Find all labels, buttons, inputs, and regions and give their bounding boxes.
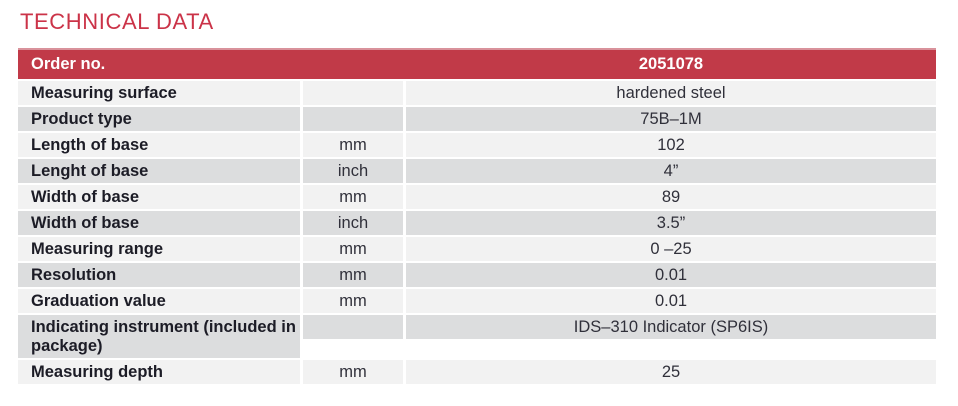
row-unit: mm: [303, 263, 403, 287]
technical-data-table: Order no. 2051078 Measuring surface hard…: [18, 48, 936, 384]
row-label: Graduation value: [18, 289, 300, 313]
row-value: 0 –25: [406, 237, 936, 261]
row-label: Lenght of base: [18, 159, 300, 183]
row-unit: [303, 315, 403, 339]
table-row: Resolution mm 0.01: [18, 263, 936, 287]
table-row: Graduation value mm 0.01: [18, 289, 936, 313]
row-unit: inch: [303, 211, 403, 235]
row-label: Length of base: [18, 133, 300, 157]
row-label: Product type: [18, 107, 300, 131]
row-unit: mm: [303, 185, 403, 209]
row-label: Resolution: [18, 263, 300, 287]
table-header-unit: [303, 50, 403, 74]
table-row: Width of base inch 3.5”: [18, 211, 936, 235]
row-value: 4”: [406, 159, 936, 183]
row-value: IDS–310 Indicator (SP6IS): [406, 315, 936, 339]
table-row: Measuring depth mm 25: [18, 360, 936, 384]
table-header-value: 2051078: [638, 55, 704, 73]
row-unit: mm: [303, 289, 403, 313]
row-value: 25: [406, 360, 936, 384]
page-title: TECHNICAL DATA: [20, 9, 214, 34]
row-label: Width of base: [18, 211, 300, 235]
row-label: Measuring depth: [18, 360, 300, 384]
row-value: 3.5”: [406, 211, 936, 235]
table-row: Product type 75B–1M: [18, 107, 936, 131]
table-header-row: Order no. 2051078: [18, 48, 936, 79]
table-row: Width of base mm 89: [18, 185, 936, 209]
row-value: 0.01: [406, 263, 936, 287]
row-unit: inch: [303, 159, 403, 183]
row-value: 89: [406, 185, 936, 209]
row-value: 0.01: [406, 289, 936, 313]
row-unit: mm: [303, 237, 403, 261]
table-row: Length of base mm 102: [18, 133, 936, 157]
row-value: 102: [406, 133, 936, 157]
row-label: Measuring surface: [18, 81, 300, 105]
table-row: Measuring surface hardened steel: [18, 81, 936, 105]
row-unit: mm: [303, 360, 403, 384]
table-row: Indicating instrument (included in packa…: [18, 315, 936, 358]
table-header-label: Order no.: [31, 55, 106, 73]
row-unit: [303, 107, 403, 131]
row-label: Measuring range: [18, 237, 300, 261]
row-unit: [303, 81, 403, 105]
row-label: Width of base: [18, 185, 300, 209]
table-row: Measuring range mm 0 –25: [18, 237, 936, 261]
table-body: Measuring surface hardened steel Product…: [18, 81, 936, 384]
row-label: Indicating instrument (included in packa…: [18, 315, 300, 358]
row-value: hardened steel: [406, 81, 936, 105]
row-unit: mm: [303, 133, 403, 157]
row-value: 75B–1M: [406, 107, 936, 131]
table-row: Lenght of base inch 4”: [18, 159, 936, 183]
